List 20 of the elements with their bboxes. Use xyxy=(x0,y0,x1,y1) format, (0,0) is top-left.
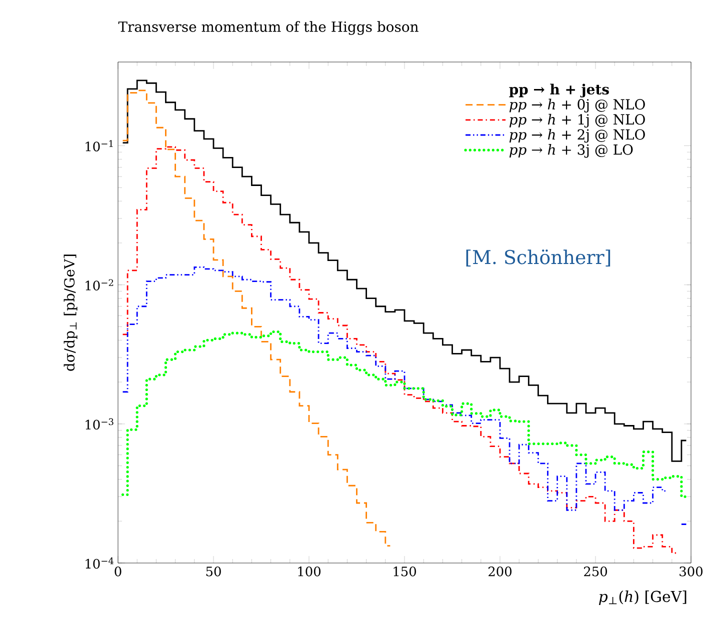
legend-label: pp → h + 1j @ NLO xyxy=(509,114,645,128)
y-tick-label: 10$^{−1}$ xyxy=(86,140,113,152)
annotation: [M. Schönherr] xyxy=(466,249,610,266)
x-tick-label: 200 xyxy=(488,566,512,576)
x-axis-title: p$_{⊥}$(h) [GeV] xyxy=(598,590,686,605)
y-tick-label: 10$^{−4}$ xyxy=(86,557,114,569)
x-tick-label: 100 xyxy=(298,566,320,576)
x-tick-label: 300 xyxy=(680,566,702,576)
x-tick-label: 150 xyxy=(394,566,416,576)
legend-label: pp → h + 0j @ NLO xyxy=(509,98,645,112)
legend-label: pp → h + 3j @ LO xyxy=(509,144,633,158)
y-tick-label: 10$^{−3}$ xyxy=(86,418,114,430)
legend-label: pp → h + 2j @ NLO xyxy=(509,128,645,143)
x-tick-label: 50 xyxy=(206,566,221,576)
y-axis-title: dσ/dp$_{⊥}$ [pb/GeV] xyxy=(64,254,78,371)
y-tick-label: 10$^{−2}$ xyxy=(86,279,114,290)
x-tick-label: 250 xyxy=(584,566,607,576)
x-tick-label: 0 xyxy=(114,566,122,576)
chart-title: Transverse momentum of the Higgs boson xyxy=(118,21,418,35)
legend-title: pp → h + jets xyxy=(509,84,609,98)
